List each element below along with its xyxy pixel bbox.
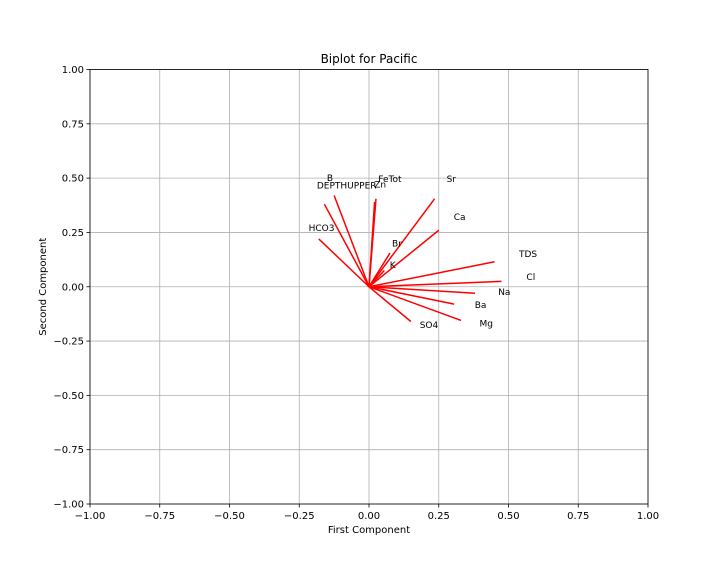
vector-label-cl: Cl bbox=[526, 273, 535, 283]
x-axis-label: First Component bbox=[328, 525, 410, 536]
vector-ba bbox=[368, 286, 455, 305]
vector-b bbox=[333, 195, 370, 288]
x-tick-label: 0.50 bbox=[497, 511, 519, 522]
x-tick-label: −0.25 bbox=[284, 511, 315, 522]
vector-zn bbox=[368, 201, 376, 287]
vector-so4 bbox=[368, 286, 412, 323]
vector-label-depthupper: DEPTHUPPER bbox=[317, 182, 377, 192]
x-tick-label: 0.75 bbox=[567, 511, 589, 522]
axis-ticks: −1.00 −0.75 −0.50 −0.25 0.00 0.25 0.50 0.75 1.00… bbox=[53, 65, 659, 522]
y-tick-label: 0.75 bbox=[62, 119, 84, 130]
y-tick-label: 0.00 bbox=[62, 282, 84, 293]
vector-depthupper bbox=[323, 203, 370, 288]
vector-na bbox=[368, 286, 476, 295]
vector-br bbox=[368, 252, 391, 288]
vector-label-sr: Sr bbox=[447, 175, 457, 185]
x-tick-label: 0.00 bbox=[358, 511, 380, 522]
y-tick-label: 1.00 bbox=[62, 65, 84, 76]
vector-label-hco3: HCO3 bbox=[309, 224, 335, 234]
vector-tds bbox=[368, 261, 495, 288]
vector-sr bbox=[368, 198, 436, 288]
vector-label-ba: Ba bbox=[475, 301, 487, 311]
vector-label-k: K bbox=[390, 261, 397, 271]
y-tick-label: 0.50 bbox=[62, 174, 84, 185]
vector-ca bbox=[368, 229, 440, 288]
x-tick-label: 1.00 bbox=[637, 511, 659, 522]
vector-cl bbox=[368, 280, 502, 288]
y-tick-label: −0.50 bbox=[53, 391, 84, 402]
chart-title: Biplot for Pacific bbox=[321, 52, 418, 66]
x-tick-label: −1.00 bbox=[75, 511, 106, 522]
vector-label-mg: Mg bbox=[479, 320, 492, 330]
loading-vectors bbox=[318, 195, 502, 323]
vector-label-ca: Ca bbox=[454, 213, 466, 223]
y-tick-label: −1.00 bbox=[53, 500, 84, 511]
y-tick-label: −0.25 bbox=[53, 337, 84, 348]
y-axis-label: Second Component bbox=[38, 238, 49, 336]
x-tick-label: −0.50 bbox=[214, 511, 245, 522]
vector-label-fetot: FeTot bbox=[378, 175, 402, 185]
y-tick-label: −0.75 bbox=[53, 445, 84, 456]
x-tick-label: 0.25 bbox=[428, 511, 450, 522]
vector-label-tds: TDS bbox=[518, 250, 537, 260]
vector-hco3 bbox=[318, 238, 370, 288]
vector-label-so4: SO4 bbox=[420, 321, 439, 331]
y-tick-label: 0.25 bbox=[62, 228, 84, 239]
vector-mg bbox=[368, 286, 462, 322]
x-tick-label: −0.75 bbox=[144, 511, 175, 522]
vector-label-br: Br bbox=[392, 239, 402, 249]
vector-label-b: B bbox=[327, 174, 333, 184]
vector-k bbox=[368, 269, 385, 288]
vector-label-na: Na bbox=[498, 288, 510, 298]
vector-label-zn: Zn bbox=[374, 181, 386, 191]
